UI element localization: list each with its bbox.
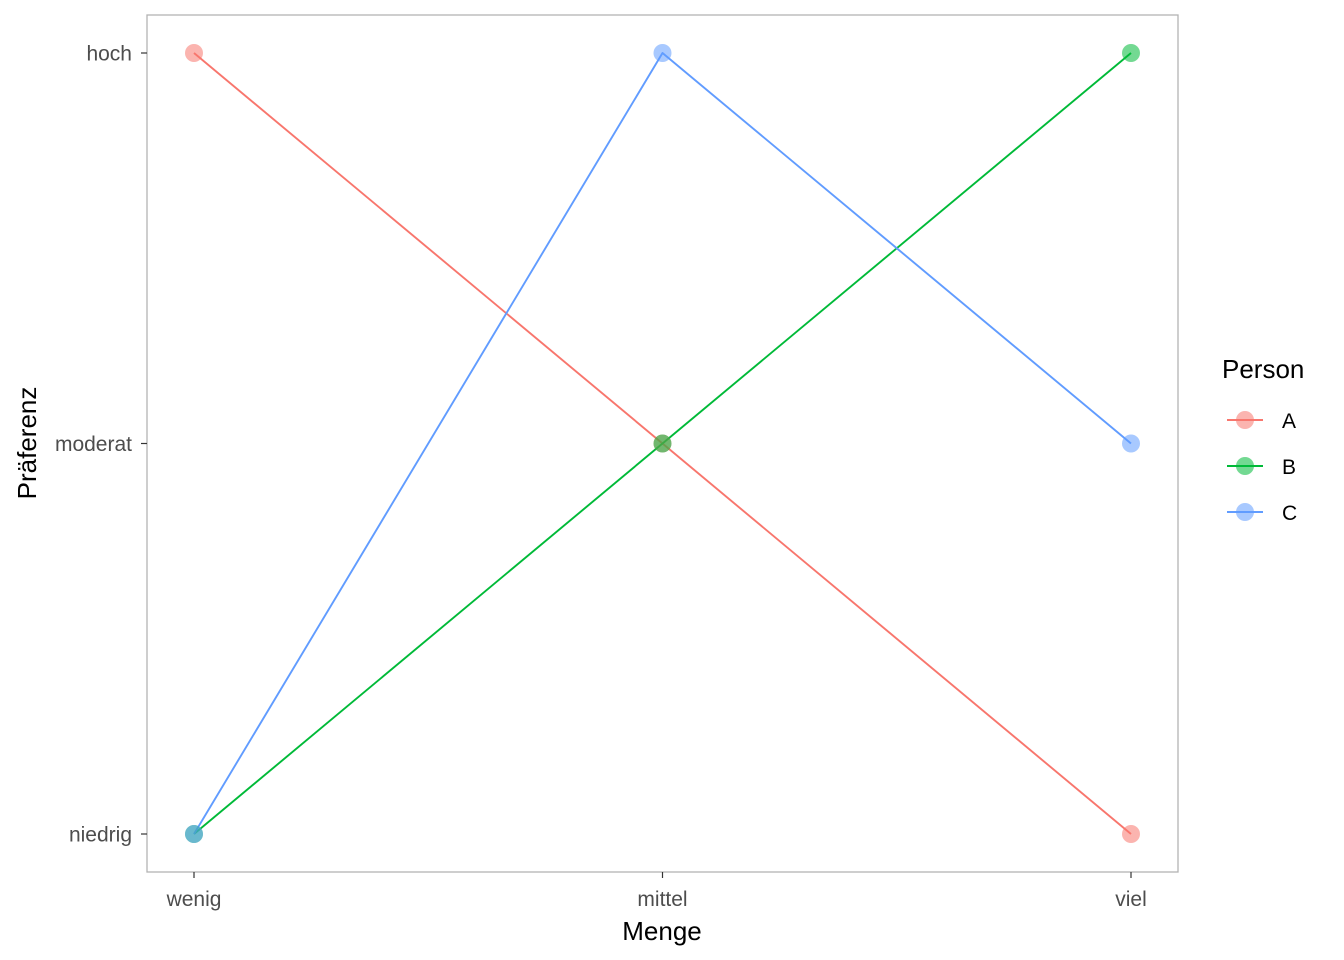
x-axis: wenig mittel viel [166, 872, 1147, 911]
x-tick-label: wenig [166, 888, 222, 911]
data-point-A [1122, 825, 1140, 843]
y-tick-label: hoch [86, 43, 132, 66]
legend-label-B: B [1282, 456, 1296, 479]
legend-label-C: C [1282, 502, 1297, 525]
legend-key-point-A [1236, 411, 1254, 429]
y-tick-label: moderat [55, 433, 132, 456]
legend: Person ABC [1222, 354, 1304, 525]
legend-key-point-B [1236, 457, 1254, 475]
x-axis-title: Menge [622, 916, 702, 946]
data-point-C [1122, 434, 1140, 453]
legend-key-point-C [1236, 503, 1254, 521]
y-axis-title: Präferenz [12, 387, 42, 500]
data-point-C [185, 825, 203, 843]
data-point-B [1122, 44, 1140, 62]
y-tick-label: niedrig [69, 824, 132, 847]
data-point-C [653, 44, 672, 62]
data-point-B [653, 434, 672, 453]
legend-items: ABC [1227, 410, 1297, 525]
y-axis: niedrig moderat hoch [55, 43, 147, 847]
series-points [185, 44, 1140, 843]
x-tick-label: mittel [637, 888, 687, 911]
x-tick-label: viel [1115, 888, 1147, 911]
legend-label-A: A [1282, 410, 1296, 433]
legend-title: Person [1222, 354, 1304, 384]
data-point-A [185, 44, 203, 62]
